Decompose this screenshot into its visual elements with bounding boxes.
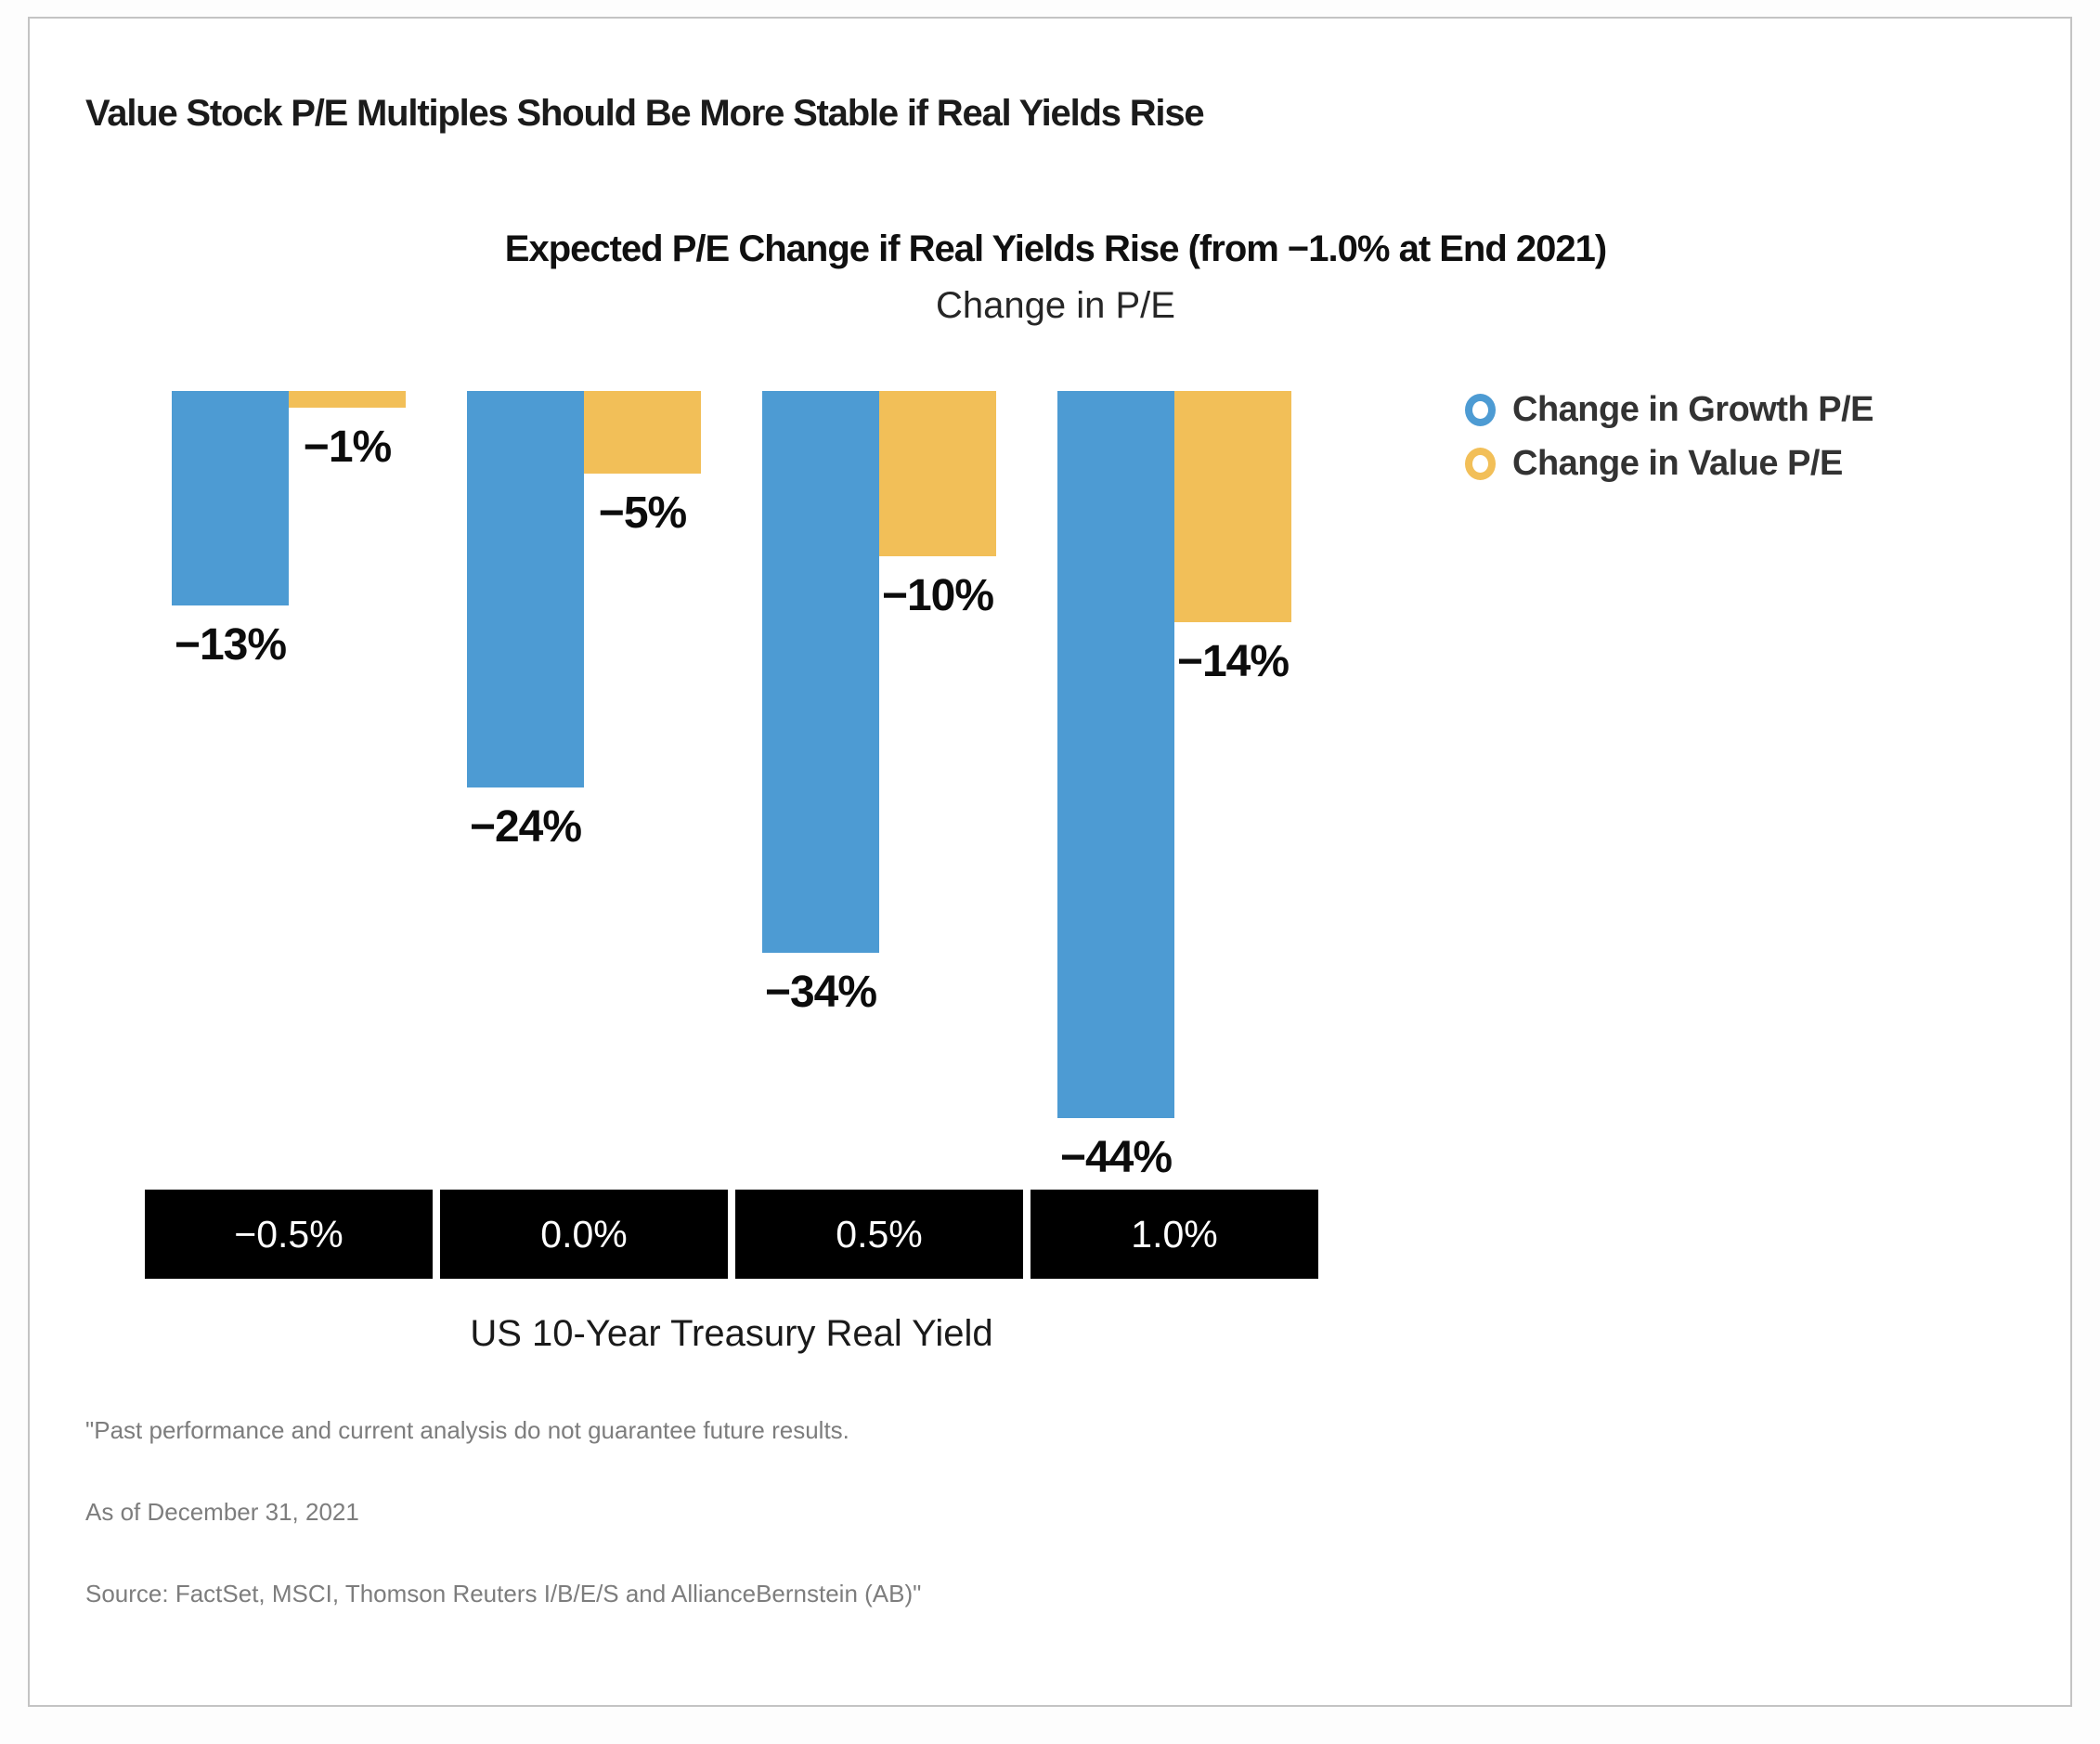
growth-legend-ring-icon: [1465, 393, 1496, 426]
value-pe-value-label-0.5%: −10%: [881, 571, 994, 620]
chart-title: Expected P/E Change if Real Yields Rise …: [504, 228, 1607, 269]
footnote-line-1: "Past performance and current analysis d…: [85, 1416, 849, 1444]
growth-pe-bar-1.0%: [1057, 391, 1174, 1118]
value-pe-value-label-0.0%: −5%: [598, 488, 687, 538]
x-axis-title: US 10-Year Treasury Real Yield: [470, 1313, 993, 1354]
value-legend-ring-icon: [1465, 447, 1496, 480]
value-pe-bar-0.0%: [584, 391, 701, 474]
growth-pe-bar-−0.5%: [172, 391, 289, 605]
growth-pe-bar-0.5%: [762, 391, 879, 953]
value-pe-bar-0.5%: [879, 391, 996, 556]
chart-subtitle: Change in P/E: [936, 285, 1175, 326]
legend-label: Change in Value P/E: [1512, 443, 1843, 483]
chart-legend: Change in Growth P/E Change in Value P/E: [1465, 383, 1874, 490]
chart-header: Expected P/E Change if Real Yields Rise …: [145, 228, 1966, 327]
value-pe-value-label-1.0%: −14%: [1176, 637, 1290, 686]
value-pe-value-label-−0.5%: −1%: [303, 423, 392, 472]
x-axis-category-box-1.0%: 1.0%: [1031, 1190, 1318, 1279]
value-pe-bar-−0.5%: [289, 391, 406, 408]
legend-item-growth: Change in Growth P/E: [1465, 383, 1874, 436]
growth-pe-value-label-0.5%: −34%: [764, 968, 877, 1017]
value-pe-bar-1.0%: [1174, 391, 1291, 622]
growth-pe-value-label-1.0%: −44%: [1059, 1133, 1173, 1182]
x-axis-category-box-0.5%: 0.5%: [735, 1190, 1023, 1279]
legend-item-value: Change in Value P/E: [1465, 436, 1873, 490]
x-axis-category-box-−0.5%: −0.5%: [145, 1190, 433, 1279]
x-axis-category-box-0.0%: 0.0%: [440, 1190, 728, 1279]
footnote-line-3: Source: FactSet, MSCI, Thomson Reuters I…: [85, 1580, 922, 1607]
growth-pe-bar-0.0%: [467, 391, 584, 787]
chart-card: [28, 17, 2072, 1707]
growth-pe-value-label-0.0%: −24%: [469, 802, 582, 852]
page-title: Value Stock P/E Multiples Should Be More…: [85, 93, 1205, 134]
growth-pe-value-label-−0.5%: −13%: [174, 620, 287, 670]
legend-label: Change in Growth P/E: [1512, 389, 1874, 429]
footnote-line-2: As of December 31, 2021: [85, 1498, 359, 1526]
